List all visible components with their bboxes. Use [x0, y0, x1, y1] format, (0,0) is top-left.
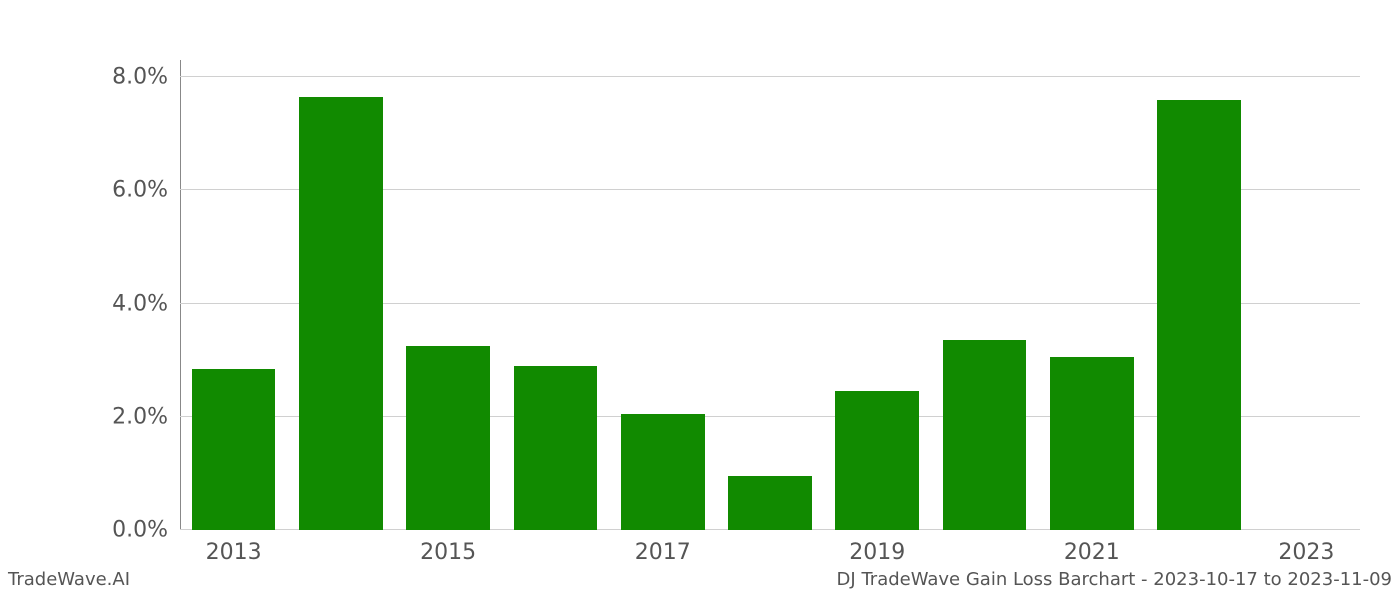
bar	[514, 366, 598, 530]
bar	[406, 346, 490, 530]
bar	[299, 97, 383, 530]
y-axis-line	[180, 60, 181, 530]
x-tick-label: 2019	[849, 540, 905, 565]
x-tick-label: 2017	[635, 540, 691, 565]
y-tick-label: 2.0%	[112, 404, 168, 429]
x-tick-label: 2021	[1064, 540, 1120, 565]
bar	[1050, 357, 1134, 530]
bar	[728, 476, 812, 530]
y-tick-label: 6.0%	[112, 178, 168, 203]
gridline	[180, 76, 1360, 77]
y-tick-label: 0.0%	[112, 518, 168, 543]
chart-plot-area: 0.0%2.0%4.0%6.0%8.0%20132015201720192021…	[180, 60, 1360, 530]
bar	[943, 340, 1027, 530]
bar	[192, 369, 276, 530]
bar	[1157, 100, 1241, 530]
plot-area: 0.0%2.0%4.0%6.0%8.0%20132015201720192021…	[180, 60, 1360, 530]
x-tick-label: 2013	[206, 540, 262, 565]
y-tick-label: 8.0%	[112, 65, 168, 90]
footer-left-text: TradeWave.AI	[8, 569, 130, 590]
bar	[621, 414, 705, 530]
footer-right-text: DJ TradeWave Gain Loss Barchart - 2023-1…	[837, 569, 1392, 590]
x-tick-label: 2023	[1278, 540, 1334, 565]
bar	[835, 391, 919, 530]
x-tick-label: 2015	[420, 540, 476, 565]
y-tick-label: 4.0%	[112, 291, 168, 316]
